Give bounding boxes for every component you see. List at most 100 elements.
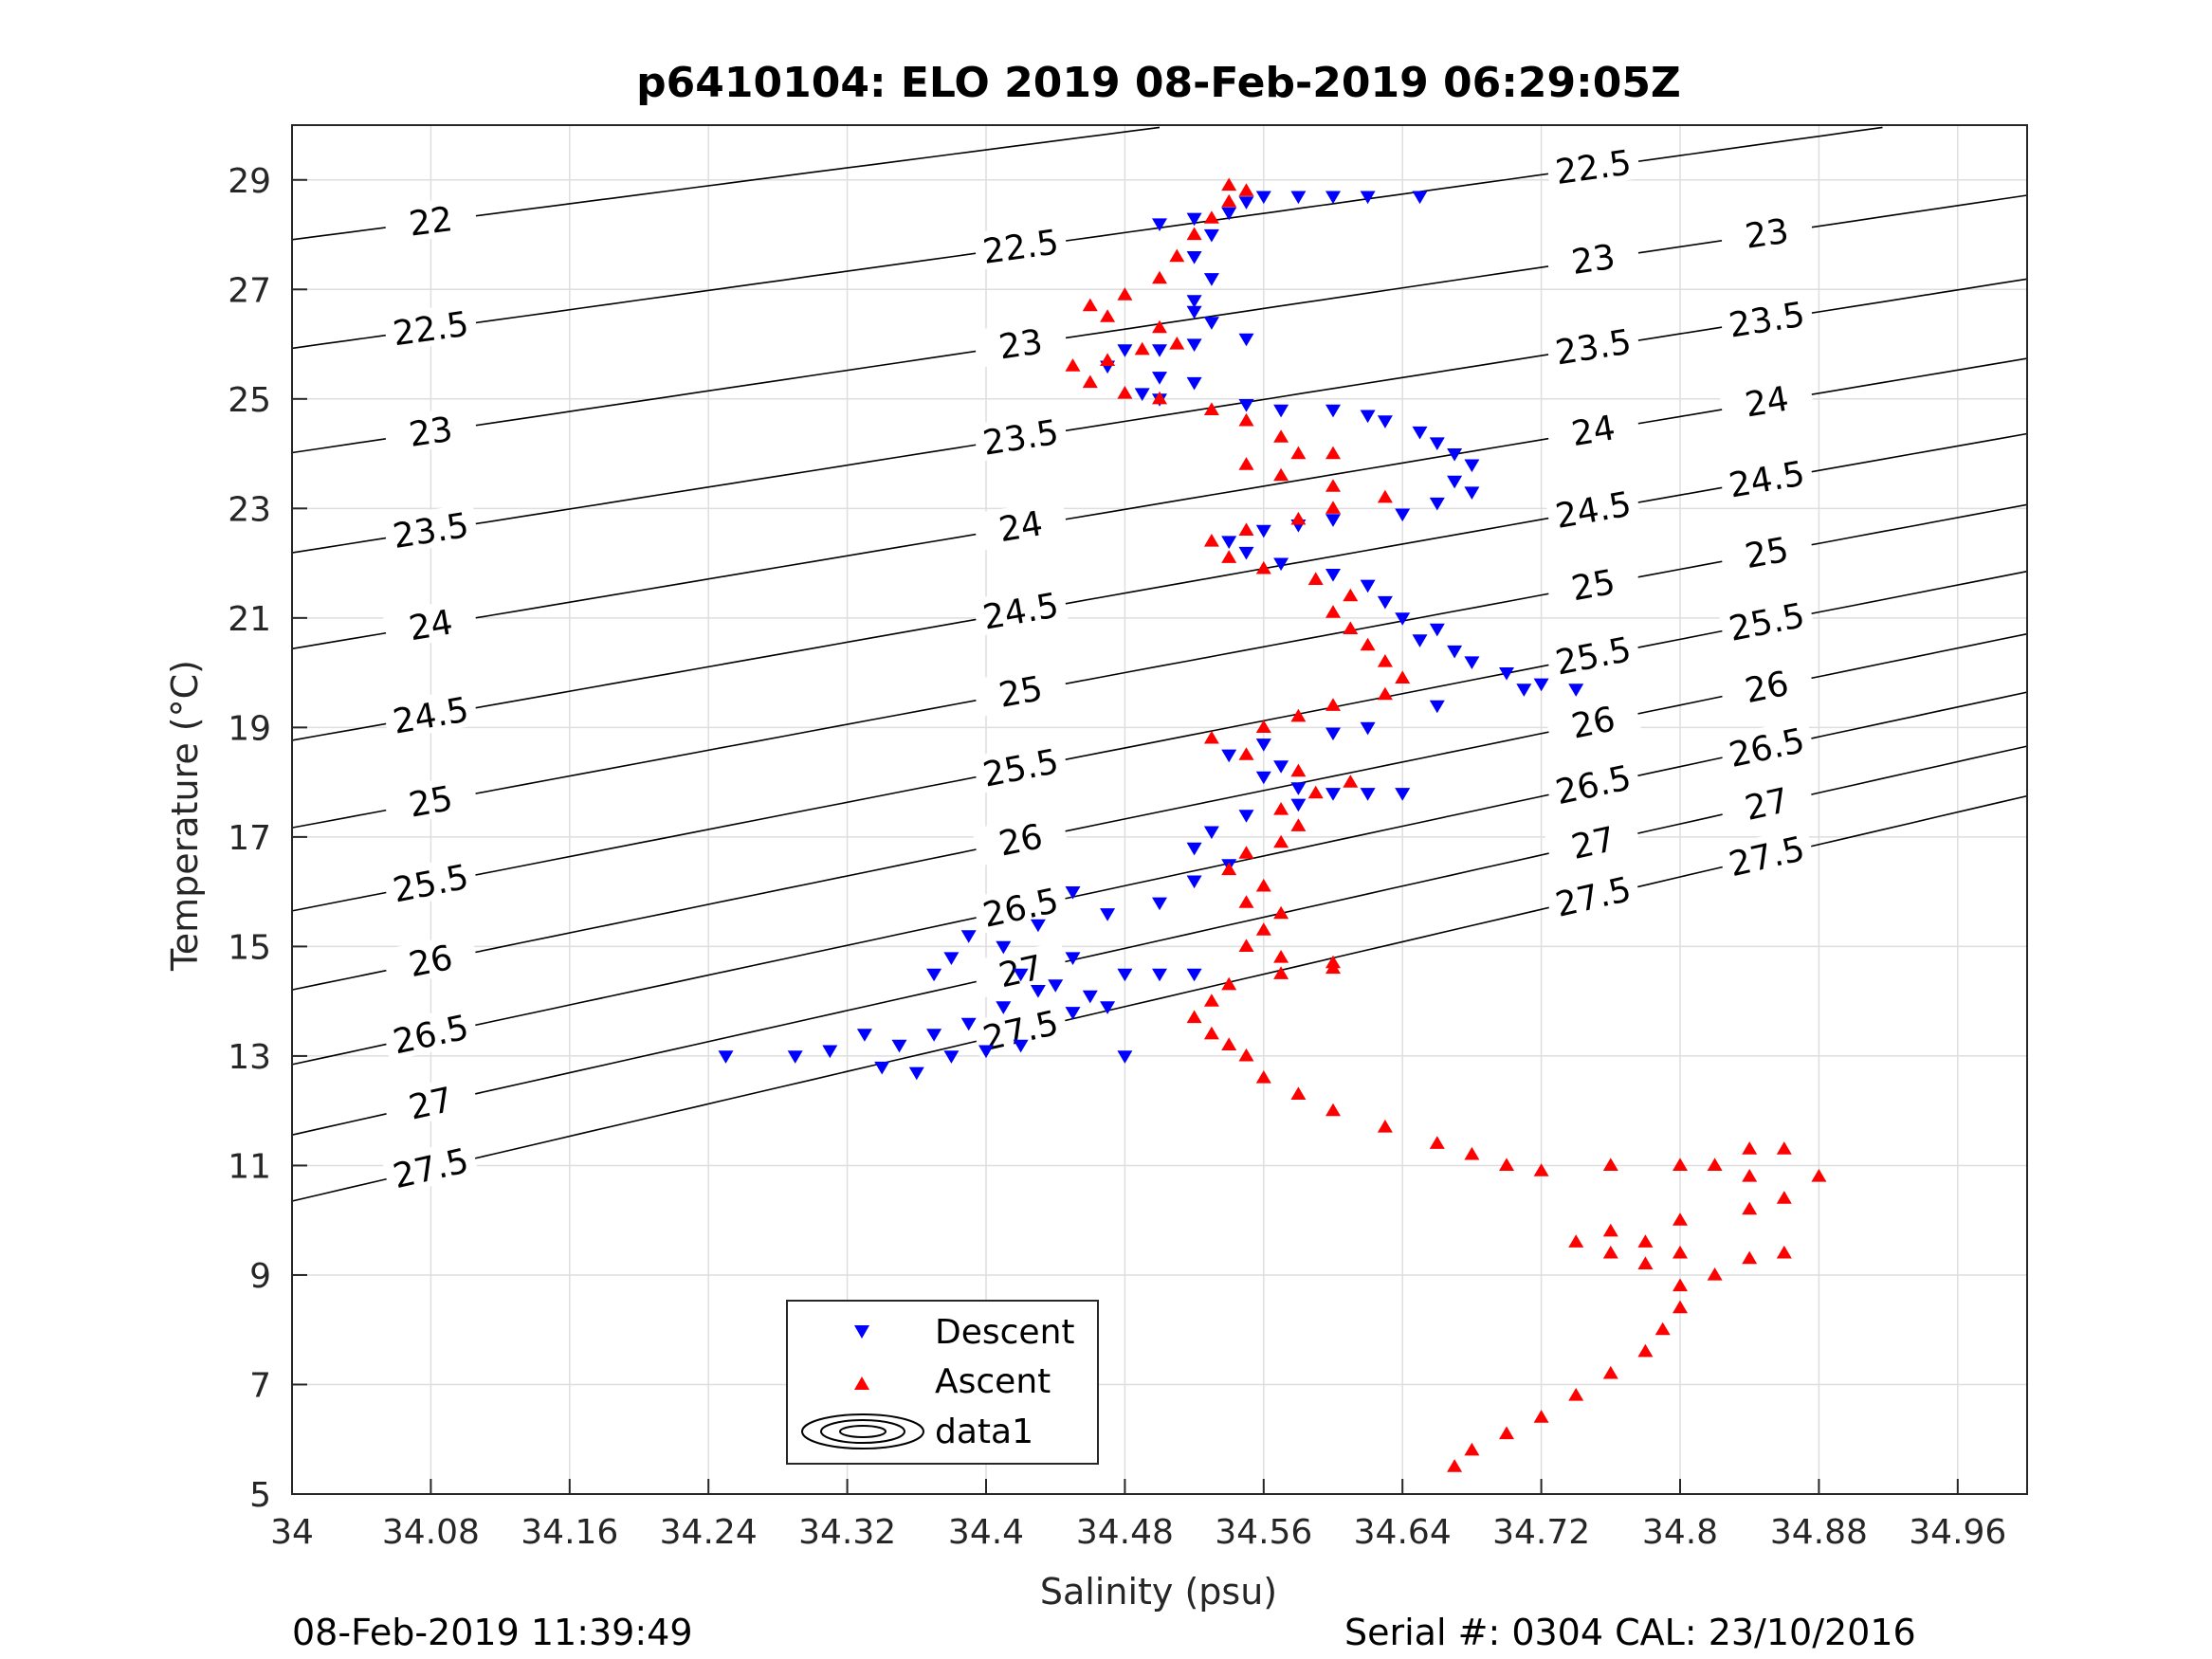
- contour-label-bg: [1545, 482, 1641, 536]
- ascent-point-56: [1273, 802, 1289, 815]
- ascent-point-25: [1776, 1141, 1792, 1155]
- y-tick-label: 7: [249, 1366, 271, 1405]
- contour-label-27.5: 27.5: [1726, 830, 1808, 884]
- descent-point-32: [1464, 459, 1480, 473]
- contour-label-25.5: 25.5: [979, 742, 1062, 795]
- descent-point-72: [1152, 897, 1167, 911]
- descent-point-76: [996, 940, 1012, 955]
- descent-point-100: [1013, 1039, 1029, 1053]
- contour-label-25: 25: [1742, 531, 1792, 577]
- descent-point-86: [1065, 952, 1081, 965]
- x-tick-label: 34.24: [660, 1513, 758, 1552]
- descent-point-92: [856, 1029, 872, 1042]
- contour-label-24: 24: [1743, 380, 1792, 426]
- contour-label-bg: [1718, 292, 1815, 344]
- descent-point-24: [1238, 399, 1254, 412]
- ascent-point-27: [1673, 1158, 1688, 1171]
- ascent-point-45: [1325, 955, 1341, 969]
- ascent-point-34: [1325, 1103, 1341, 1117]
- descent-point-91: [891, 1039, 907, 1053]
- contour-label-27: 27: [1568, 820, 1619, 867]
- descent-point-80: [1013, 968, 1029, 982]
- contour-label-bg: [382, 773, 479, 828]
- ascent-point-100: [1169, 248, 1185, 263]
- contour-label-bg: [971, 1000, 1069, 1058]
- descent-point-87: [1030, 985, 1046, 998]
- descent-point-56: [1360, 721, 1376, 736]
- chart-title: p6410104: ELO 2019 08-Feb-2019 06:29:05Z: [636, 59, 1681, 107]
- ascent-point-72: [1307, 572, 1324, 585]
- descent-point-6: [1221, 207, 1237, 221]
- ascent-point-78: [1325, 501, 1341, 514]
- x-tick-label: 34.88: [1770, 1513, 1868, 1552]
- contour-label-bg: [382, 687, 479, 741]
- contour-label-23.5: 23.5: [1553, 322, 1635, 373]
- contour-label-24.5: 24.5: [1727, 454, 1808, 505]
- descent-point-44: [1360, 579, 1376, 593]
- descent-point-27: [1360, 410, 1376, 424]
- descent-point-25: [1273, 404, 1289, 418]
- ascent-point-41: [1203, 994, 1219, 1007]
- contour-label-26: 26: [996, 817, 1046, 864]
- descent-point-31: [1447, 448, 1463, 462]
- ascent-point-105: [1238, 183, 1254, 196]
- contour-label-bg: [1718, 592, 1816, 648]
- ascent-point-81: [1273, 467, 1289, 482]
- legend-descent-label: Descent: [935, 1313, 1075, 1352]
- descent-point-69: [1186, 842, 1202, 856]
- descent-point-99: [978, 1045, 994, 1059]
- descent-point-9: [1203, 228, 1219, 243]
- contour-label-23.5: 23.5: [1727, 296, 1808, 346]
- descent-point-34: [1464, 486, 1480, 500]
- contour-label-27: 27: [406, 1081, 457, 1128]
- x-tick-label: 34: [270, 1513, 314, 1552]
- descent-point-78: [943, 952, 960, 965]
- ascent-point-90: [1082, 374, 1098, 389]
- contour-label-26.5: 26.5: [390, 1008, 472, 1062]
- axis-ticks: 34 34.08 34.16 34.24 34.32 34.4 34.48 34.56 34.6…: [228, 162, 2006, 1552]
- descent-point-67: [1238, 810, 1254, 823]
- descent-point-3: [1290, 191, 1307, 205]
- ascent-point-74: [1221, 550, 1237, 563]
- descent-point-47: [1429, 623, 1445, 637]
- descent-point-59: [1221, 749, 1237, 763]
- ascent-point-52: [1221, 862, 1237, 876]
- descent-point-77: [960, 930, 977, 943]
- ascent-point-77: [1290, 511, 1307, 525]
- descent-point-55: [1429, 700, 1445, 714]
- descent-point-12: [1186, 295, 1202, 308]
- descent-point-66: [1290, 798, 1307, 812]
- ascent-point-0: [1447, 1459, 1463, 1472]
- y-tick-label: 5: [249, 1476, 271, 1515]
- x-tick-label: 34.48: [1076, 1513, 1174, 1552]
- footer-timestamp: 08-Feb-2019 11:39:49: [292, 1612, 693, 1653]
- ascent-point-54: [1273, 834, 1289, 848]
- contour-label-26.5: 26.5: [979, 882, 1062, 936]
- contour-label-bg: [1545, 140, 1641, 191]
- descent-point-7: [1186, 212, 1202, 227]
- ascent-point-40: [1186, 1010, 1202, 1024]
- descent-series: [718, 191, 1584, 1081]
- descent-point-103: [1117, 1050, 1133, 1064]
- descent-point-85: [1186, 968, 1202, 982]
- ascent-point-60: [1238, 747, 1254, 760]
- descent-point-64: [1360, 788, 1376, 801]
- x-tick-label: 34.08: [382, 1513, 480, 1552]
- contour-label-bg: [1717, 718, 1816, 775]
- contour-label-24.5: 24.5: [1553, 485, 1635, 537]
- ascent-point-101: [1186, 227, 1202, 241]
- descent-point-58: [1255, 738, 1271, 752]
- ascent-point-49: [1273, 905, 1289, 920]
- ascent-point-91: [1065, 358, 1081, 372]
- ascent-point-94: [1169, 337, 1185, 350]
- contour-label-bg: [381, 931, 480, 988]
- descent-point-13: [1186, 305, 1202, 319]
- descent-point-21: [1186, 376, 1202, 391]
- descent-point-79: [926, 968, 942, 982]
- ascent-point-65: [1377, 686, 1393, 701]
- contour-label-27.5: 27.5: [390, 1141, 472, 1196]
- descent-point-49: [1447, 645, 1463, 659]
- ascent-point-97: [1082, 298, 1098, 312]
- contour-label-24.5: 24.5: [390, 690, 471, 741]
- ascent-series: [1065, 177, 1827, 1472]
